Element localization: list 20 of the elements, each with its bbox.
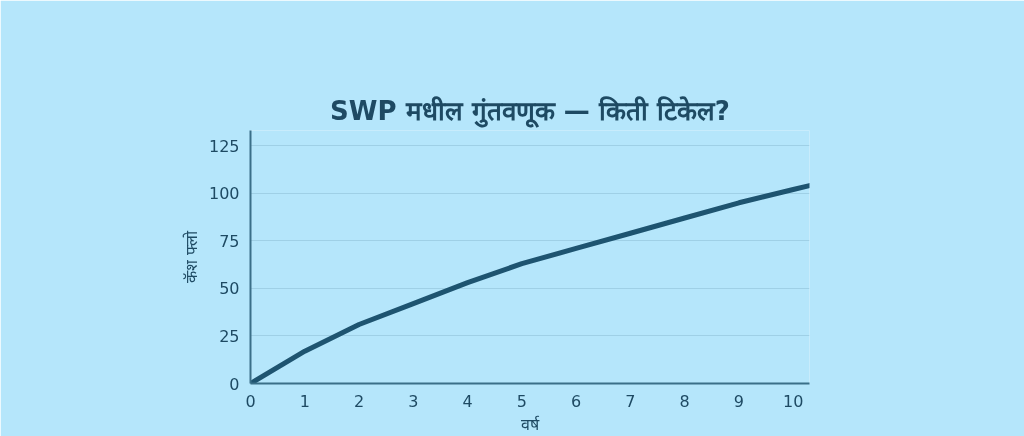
y-tick-label: 75 [219,231,240,251]
x-tick-label: 2 [353,391,365,411]
x-tick-label: 3 [408,391,419,411]
y-tick-label: 25 [219,326,240,346]
x-axis-title: वर्ष [521,414,540,434]
y-tick-label: 0 [229,374,240,394]
x-tick-label: 9 [733,391,745,411]
chart-title: SWP मधील गुंतवणूक — किती टिकेल? [330,95,730,128]
x-tick-label: 8 [679,391,690,411]
x-tick-label: 6 [571,391,582,411]
x-tick-label: 5 [516,391,527,411]
x-tick-label: 10 [783,391,804,411]
x-tick-label: 4 [462,391,473,411]
y-tick-label: 125 [208,136,240,156]
y-tick-label: 100 [208,184,240,204]
x-tick-label: 7 [625,391,636,411]
y-tick-label: 50 [219,279,240,299]
x-tick-label: 0 [245,391,256,411]
y-axis-title: कॅश फ्लो [181,229,201,284]
x-tick-label: 1 [299,391,310,411]
